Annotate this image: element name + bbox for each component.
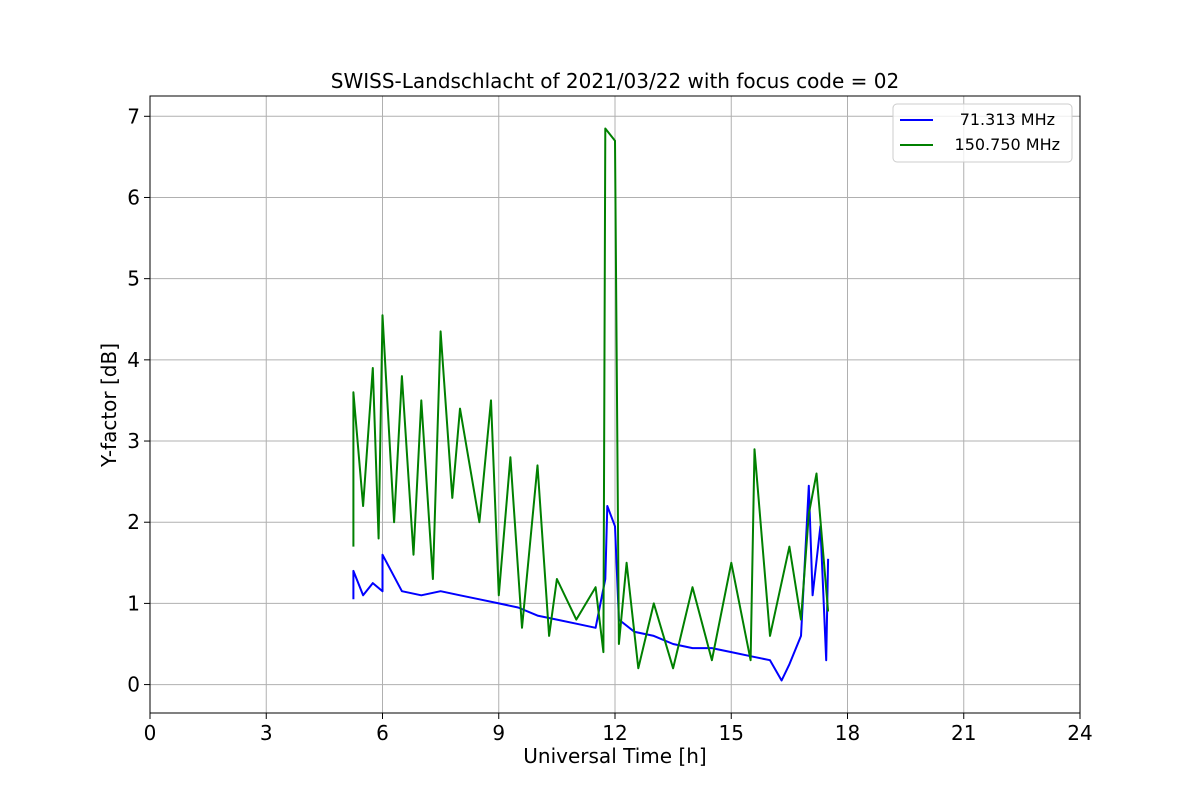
y-tick-label: 1 <box>127 591 140 615</box>
x-axis-label: Universal Time [h] <box>523 744 706 768</box>
legend-label-series-2: 150.750 MHz <box>955 135 1060 154</box>
y-tick-label: 3 <box>127 429 140 453</box>
y-tick-label: 6 <box>127 185 140 209</box>
y-tick-label: 7 <box>127 104 140 128</box>
y-tick-label: 4 <box>127 348 140 372</box>
legend-label-series-1: 71.313 MHz <box>960 110 1055 129</box>
x-tick-label: 9 <box>492 721 505 745</box>
x-tick-label: 21 <box>951 721 976 745</box>
x-tick-label: 15 <box>719 721 744 745</box>
x-tick-label: 24 <box>1067 721 1092 745</box>
y-tick-label: 2 <box>127 510 140 534</box>
x-tick-label: 3 <box>260 721 273 745</box>
x-axis-ticks: 0 3 6 9 12 15 18 21 24 <box>144 713 1093 745</box>
x-tick-label: 6 <box>376 721 389 745</box>
legend: 71.313 MHz 150.750 MHz <box>892 103 1073 163</box>
x-tick-label: 0 <box>144 721 157 745</box>
x-tick-label: 12 <box>602 721 627 745</box>
series-line-2 <box>352 127 830 670</box>
y-tick-label: 5 <box>127 267 140 291</box>
y-tick-label: 0 <box>127 673 140 697</box>
series-line-1 <box>352 484 830 682</box>
series-layer <box>352 127 830 682</box>
y-axis-ticks: 0 1 2 3 4 5 6 7 <box>127 104 150 697</box>
chart-title: SWISS-Landschlacht of 2021/03/22 with fo… <box>331 69 899 93</box>
y-axis-label: Y-factor [dB] <box>97 343 121 468</box>
legend-box <box>892 103 1073 163</box>
x-tick-label: 18 <box>835 721 860 745</box>
